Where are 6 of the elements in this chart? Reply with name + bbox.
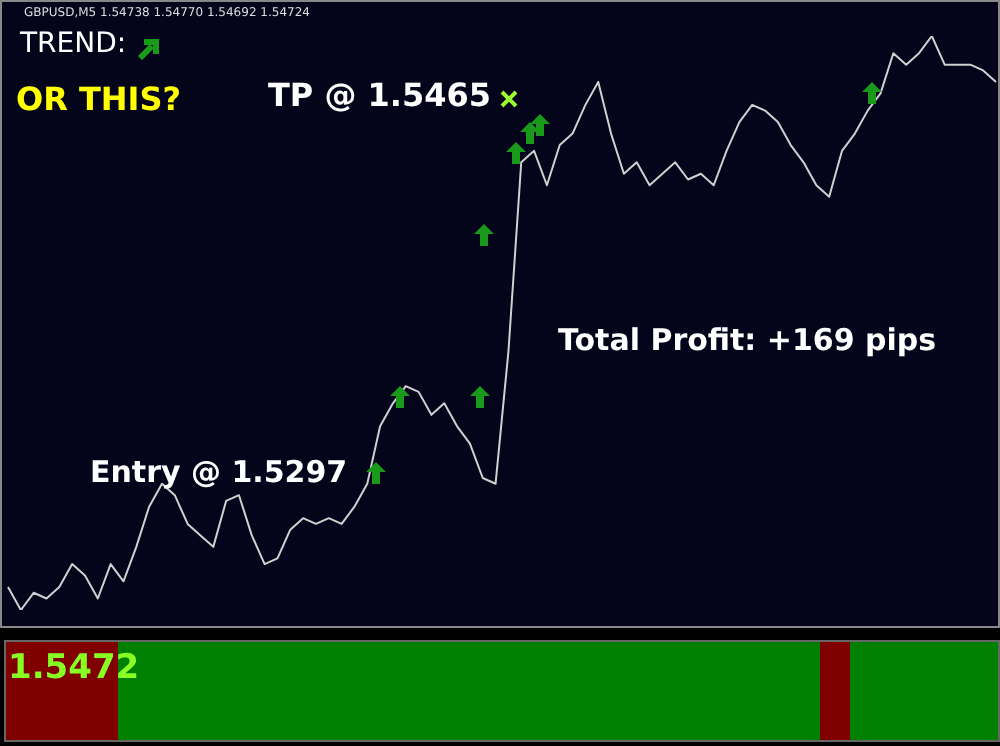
annotation: TREND:: [20, 28, 127, 60]
annotation: TP @ 1.5465: [268, 76, 492, 114]
annotation: Entry @ 1.5297: [90, 454, 348, 490]
text: 1.5472: [8, 648, 140, 688]
annotation: OR THIS?: [16, 80, 182, 118]
annotation: Total Profit: +169 pips: [558, 322, 937, 358]
